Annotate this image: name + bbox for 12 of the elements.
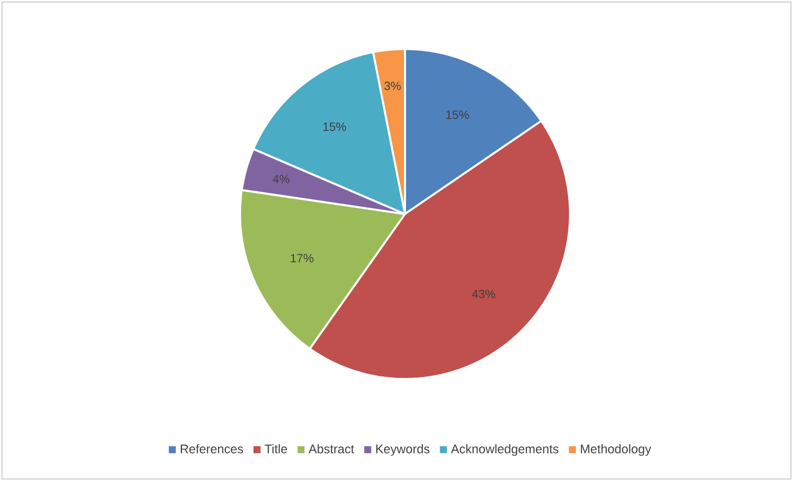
legend-label: Title [264, 444, 287, 454]
data-label: 3% [384, 82, 401, 90]
data-label: 43% [472, 290, 496, 298]
legend-label: Keywords [376, 444, 430, 456]
legend-label: References [180, 444, 244, 454]
legend-label: Acknowledgements [450, 444, 558, 456]
data-label: 15% [323, 122, 346, 131]
data-label: 4% [272, 174, 290, 184]
legend-label: Methodology [580, 444, 652, 456]
legend-label: Abstract [308, 444, 354, 454]
data-label: 17% [290, 254, 314, 262]
data-label: 15% [446, 110, 469, 119]
